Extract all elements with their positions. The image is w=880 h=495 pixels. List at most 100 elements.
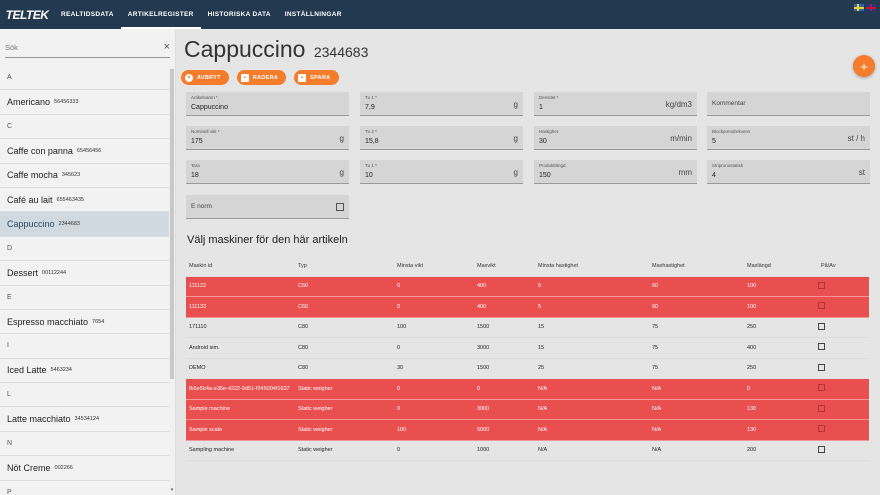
field-stripronostatisk[interactable]: Stripronostatisk 4 st bbox=[707, 160, 870, 184]
list-item[interactable]: Nöt Creme 002266 bbox=[0, 456, 169, 481]
table-row[interactable]: Sample scale Static weigher 100 5000 N/A N/A 1… bbox=[186, 419, 869, 441]
field-nominell-vikt[interactable]: Nominell vikt * 175 g bbox=[186, 126, 349, 150]
list-item[interactable]: Café au lait 655463435 bbox=[0, 188, 169, 213]
machine-toggle-checkbox[interactable] bbox=[818, 302, 825, 310]
table-cell: 100 bbox=[394, 317, 474, 338]
field-value: 175 bbox=[191, 138, 203, 145]
field-kommentar[interactable]: Kommentar bbox=[707, 92, 870, 116]
table-cell: N/A bbox=[535, 419, 649, 441]
scrollbar[interactable]: ▾ bbox=[169, 66, 175, 495]
field-tara[interactable]: Tara 18 g bbox=[186, 160, 349, 184]
nav-installningar[interactable]: INSTÄLLNINGAR bbox=[284, 11, 342, 18]
machine-toggle-checkbox[interactable] bbox=[818, 445, 825, 453]
search-input[interactable]: Sök bbox=[5, 38, 170, 58]
table-row[interactable]: Android sim. C80 0 3000 15 75 400 bbox=[186, 337, 869, 359]
nav-historiska-data[interactable]: HISTORISKA DATA bbox=[207, 11, 271, 18]
add-button[interactable]: + bbox=[853, 55, 875, 77]
column-header[interactable]: Minsta hastighet bbox=[535, 256, 649, 277]
delete-button[interactable]: ▪ RADERA bbox=[236, 70, 287, 85]
table-cell: 30 bbox=[394, 358, 474, 379]
column-header[interactable]: Maskin id bbox=[186, 256, 295, 277]
cancel-label: AVBRYT bbox=[197, 74, 221, 81]
field-blockprendrekvens[interactable]: Blockprendrekvens 5 st / h bbox=[707, 126, 870, 150]
table-row[interactable]: fb5e5b4a-e36e-4222-9d51-f245004f1637 Stat… bbox=[186, 378, 869, 400]
field-value: 7,9 bbox=[365, 104, 375, 111]
list-item-number: 56456333 bbox=[54, 99, 79, 106]
close-icon[interactable]: × bbox=[163, 41, 170, 53]
list-item[interactable]: Caffe mocha 345623 bbox=[0, 164, 169, 188]
field-label: Densitet * bbox=[539, 95, 559, 100]
list-item[interactable]: Iced Latte 5463234 bbox=[0, 359, 169, 384]
machine-toggle-checkbox[interactable] bbox=[818, 384, 825, 392]
nav-artikelregister[interactable]: ARTIKELREGISTER bbox=[120, 0, 201, 29]
article-list: A Americano 56456333 C Caffe con panna 654564… bbox=[0, 66, 169, 495]
list-item[interactable]: Latte macchiato 34534124 bbox=[0, 407, 169, 432]
table-cell: C80 bbox=[295, 358, 394, 379]
field-value: 150 bbox=[539, 172, 551, 179]
swedish-flag-icon[interactable] bbox=[854, 4, 864, 11]
table-row[interactable]: 171110 C80 100 1500 15 75 250 bbox=[186, 317, 869, 338]
machine-toggle-checkbox[interactable] bbox=[818, 363, 825, 371]
table-cell: 75 bbox=[649, 358, 744, 379]
list-item-number: 345623 bbox=[61, 172, 81, 179]
field-unit: g bbox=[339, 168, 344, 177]
table-row[interactable]: Sampling machine Static weigher 0 1000 N/A N/… bbox=[186, 440, 869, 461]
table-cell bbox=[818, 378, 869, 400]
column-header[interactable]: Minsta vikt bbox=[394, 256, 474, 277]
field-densitet[interactable]: Densitet * 1 kg/dm3 bbox=[534, 92, 697, 116]
list-section-header: A bbox=[0, 66, 169, 91]
field-tu1-b[interactable]: Tu 1 * 10 g bbox=[360, 160, 523, 184]
table-row[interactable]: Sample machine Static weigher 0 3000 N/A N/A 1… bbox=[186, 399, 869, 420]
cancel-icon: × bbox=[185, 73, 193, 82]
delete-label: RADERA bbox=[252, 74, 279, 81]
field-artikelnamn[interactable]: Artikelnamn * Cappuccino bbox=[186, 92, 349, 116]
e-norm-checkbox[interactable] bbox=[336, 203, 344, 211]
cancel-button[interactable]: × AVBRYT bbox=[181, 70, 229, 85]
machine-toggle-checkbox[interactable] bbox=[818, 404, 825, 412]
list-item[interactable]: Espresso macchiato 7654 bbox=[0, 310, 169, 335]
table-row[interactable]: DEMO C80 30 1500 25 75 250 bbox=[186, 358, 869, 379]
field-tu2[interactable]: Tu 2 * 15,8 g bbox=[360, 126, 523, 150]
table-row[interactable]: 111122 C60 0 400 5 60 100 bbox=[186, 276, 869, 297]
list-item[interactable]: Dessert 00112244 bbox=[0, 261, 169, 286]
field-hastighet[interactable]: Hastighet 30 m/min bbox=[534, 126, 697, 150]
list-item-number: 002266 bbox=[54, 464, 73, 471]
list-item[interactable]: Caffe con panna 65456456 bbox=[0, 139, 169, 164]
list-item-label: Cappuccino bbox=[7, 219, 55, 230]
machine-toggle-checkbox[interactable] bbox=[818, 281, 825, 289]
column-header[interactable]: På/Av bbox=[818, 256, 869, 277]
column-header[interactable]: Maxhastighet bbox=[649, 256, 744, 277]
list-item-label: L bbox=[7, 391, 11, 399]
list-item-number: 00112244 bbox=[42, 269, 67, 276]
list-section-header: C bbox=[0, 115, 169, 140]
list-item-label: Iced Latte bbox=[7, 365, 47, 376]
table-cell: C60 bbox=[295, 276, 394, 297]
table-cell: 400 bbox=[744, 337, 818, 359]
search-bar: Sök × bbox=[0, 29, 175, 66]
machine-toggle-checkbox[interactable] bbox=[818, 425, 825, 433]
list-section-header: D bbox=[0, 237, 169, 262]
table-row[interactable]: 111133 C60 0 400 5 60 100 bbox=[186, 296, 869, 318]
machine-toggle-checkbox[interactable] bbox=[818, 343, 825, 351]
machine-toggle-checkbox[interactable] bbox=[818, 322, 825, 330]
list-item[interactable]: Cappuccino 2344683 bbox=[0, 212, 169, 237]
column-header[interactable]: Maxvikt bbox=[474, 256, 535, 277]
save-button[interactable]: ▪ SPARA bbox=[294, 70, 339, 85]
column-header[interactable]: Maxlängd bbox=[744, 256, 818, 277]
field-value: Cappuccino bbox=[191, 104, 228, 111]
field-produktlangd[interactable]: Produktlängd 150 mm bbox=[534, 160, 697, 184]
table-cell: Static weigher bbox=[295, 419, 394, 441]
field-e-norm[interactable]: E norm bbox=[186, 195, 349, 219]
list-item[interactable]: Americano 56456333 bbox=[0, 90, 169, 115]
list-item-number: 65456456 bbox=[76, 147, 102, 154]
table-cell: N/A bbox=[535, 378, 649, 400]
nav-realtidsdata[interactable]: REALTIDSDATA bbox=[61, 11, 114, 18]
scrollbar-thumb[interactable] bbox=[170, 69, 174, 379]
column-header[interactable]: Typ bbox=[295, 256, 394, 277]
list-item-label: I bbox=[7, 342, 9, 350]
uk-flag-icon[interactable] bbox=[866, 4, 876, 11]
list-item-number: 5463234 bbox=[50, 367, 72, 374]
scroll-down-icon[interactable]: ▾ bbox=[170, 487, 174, 493]
list-item-label: Caffe con panna bbox=[7, 145, 73, 156]
field-tu1[interactable]: Tu 1 * 7,9 g bbox=[360, 92, 523, 116]
